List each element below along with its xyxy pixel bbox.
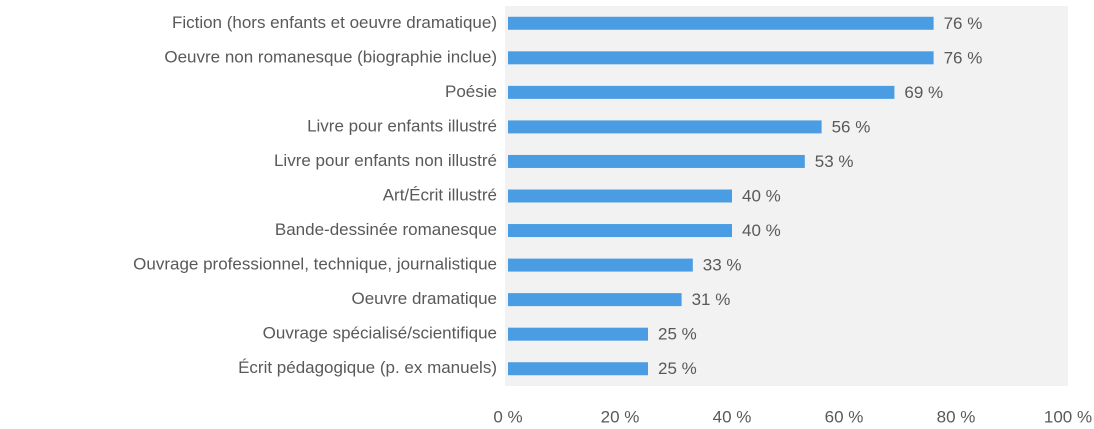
bar bbox=[508, 258, 693, 272]
bar bbox=[508, 51, 934, 65]
value-label: 56 % bbox=[832, 117, 871, 136]
bar bbox=[508, 16, 934, 30]
value-label: 25 % bbox=[658, 325, 697, 344]
bar bbox=[508, 293, 682, 307]
x-tick-label: 100 % bbox=[1044, 407, 1092, 426]
x-tick-label: 40 % bbox=[713, 407, 752, 426]
value-label: 40 % bbox=[742, 186, 781, 205]
y-tick-label: Oeuvre non romanesque (biographie inclue… bbox=[164, 47, 497, 66]
y-tick-label: Bande-dessinée romanesque bbox=[275, 220, 497, 239]
bar bbox=[508, 189, 732, 203]
y-tick-label: Ouvrage professionnel, technique, journa… bbox=[133, 255, 497, 274]
bar bbox=[508, 85, 895, 99]
y-tick-label: Ouvrage spécialisé/scientifique bbox=[263, 324, 497, 343]
y-tick-label: Fiction (hors enfants et oeuvre dramatiq… bbox=[172, 13, 497, 32]
bar bbox=[508, 120, 822, 134]
x-tick-label: 60 % bbox=[825, 407, 864, 426]
y-tick-label: Livre pour enfants illustré bbox=[307, 116, 497, 135]
y-tick-label: Art/Écrit illustré bbox=[383, 185, 497, 204]
bar bbox=[508, 362, 648, 376]
value-label: 53 % bbox=[815, 152, 854, 171]
x-tick-label: 0 % bbox=[493, 407, 522, 426]
y-tick-label: Oeuvre dramatique bbox=[351, 289, 497, 308]
value-label: 33 % bbox=[703, 256, 742, 275]
value-label: 40 % bbox=[742, 221, 781, 240]
value-label: 31 % bbox=[692, 290, 731, 309]
value-label: 76 % bbox=[944, 14, 983, 33]
value-label: 69 % bbox=[904, 83, 943, 102]
y-tick-label: Écrit pédagogique (p. ex manuels) bbox=[238, 358, 497, 377]
value-label: 76 % bbox=[944, 48, 983, 67]
bar bbox=[508, 224, 732, 238]
x-tick-label: 20 % bbox=[601, 407, 640, 426]
value-label: 25 % bbox=[658, 359, 697, 378]
y-tick-label: Poésie bbox=[445, 82, 497, 101]
bar bbox=[508, 154, 805, 168]
y-tick-label: Livre pour enfants non illustré bbox=[274, 151, 497, 170]
x-tick-label: 80 % bbox=[937, 407, 976, 426]
bar bbox=[508, 327, 648, 341]
